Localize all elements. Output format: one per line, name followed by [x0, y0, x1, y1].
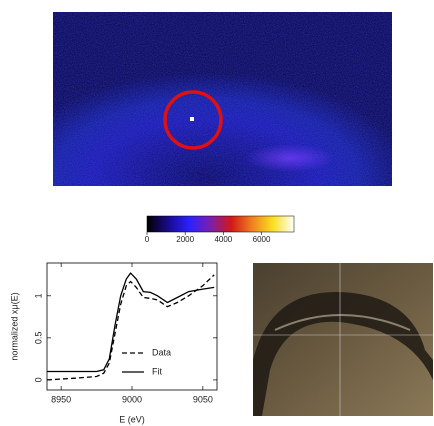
colorbar-tick-label: 4000 [214, 235, 232, 244]
y-tick-label: 0 [33, 377, 43, 382]
legend-label: Fit [152, 366, 162, 376]
y-tick-label: 1 [33, 293, 43, 298]
colorbar-scale [146, 215, 295, 233]
x-tick-label: 8950 [51, 394, 71, 404]
colorbar: 0 2000 4000 6000 [145, 215, 295, 244]
x-tick-label: 9000 [122, 394, 142, 404]
series-line [46, 274, 215, 381]
microscope-photo [253, 263, 433, 416]
colorbar-tick-label: 6000 [253, 235, 271, 244]
highlight-circle [163, 90, 223, 150]
series-line [47, 272, 215, 373]
x-tick-label: 9050 [193, 394, 213, 404]
xrf-map [53, 12, 392, 186]
legend-label: Data [152, 347, 171, 357]
x-axis-label: E (eV) [119, 414, 145, 424]
colorbar-tick-label: 0 [145, 235, 150, 244]
y-tick-label: 0.5 [33, 332, 43, 345]
colorbar-tick-label: 2000 [176, 235, 194, 244]
spot [190, 117, 194, 121]
xanes-chart: 8950 9000 9050 0 0.5 1 E (eV) normalized xμ(E) D… [9, 262, 218, 424]
y-axis-label: normalized xμ(E) [9, 292, 19, 360]
